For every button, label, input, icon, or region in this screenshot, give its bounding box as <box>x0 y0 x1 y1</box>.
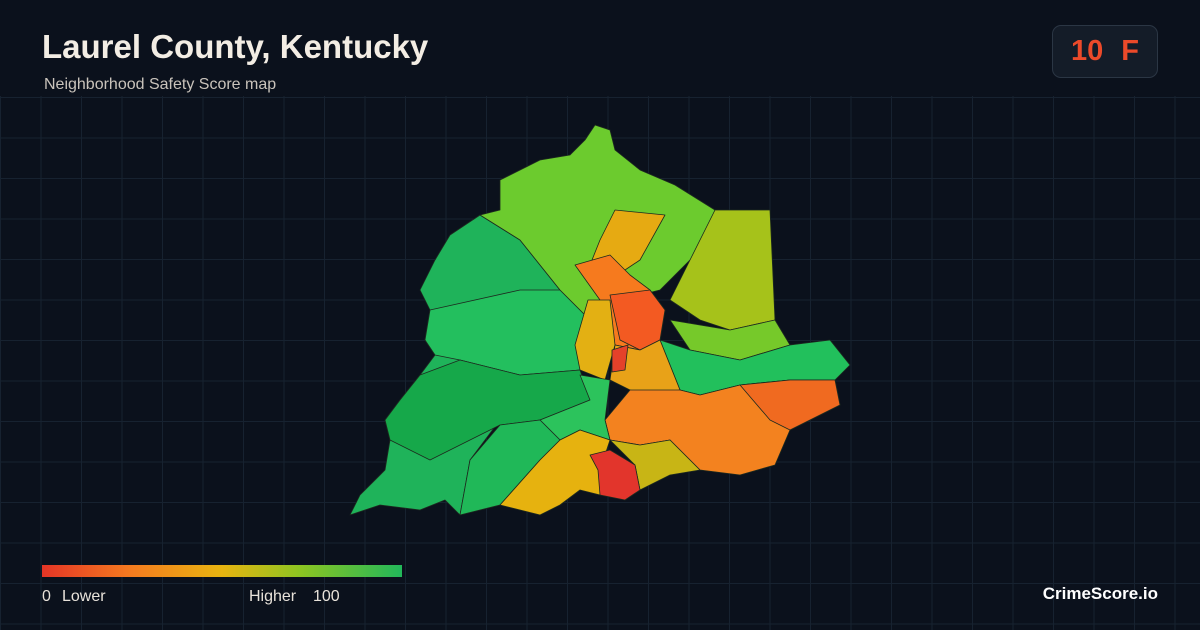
score-value: 10 <box>1071 35 1104 67</box>
score-badge: 10 F <box>1052 25 1158 78</box>
legend-max-label: Higher <box>249 588 297 605</box>
brand: CrimeScore.io <box>1042 584 1158 603</box>
legend-min: 0 <box>42 588 51 605</box>
legend-max: 100 <box>313 588 340 605</box>
region <box>611 344 629 373</box>
region <box>669 209 776 331</box>
region <box>499 429 611 516</box>
region <box>739 379 841 431</box>
region <box>589 449 641 501</box>
header: Laurel County, Kentucky Neighborhood Saf… <box>0 0 1200 96</box>
title: Laurel County, Kentucky <box>42 28 429 65</box>
score-grade: F <box>1121 35 1139 67</box>
legend-min-label: Lower <box>62 588 106 605</box>
subtitle: Neighborhood Safety Score map <box>44 76 277 93</box>
legend-gradient <box>42 565 402 577</box>
